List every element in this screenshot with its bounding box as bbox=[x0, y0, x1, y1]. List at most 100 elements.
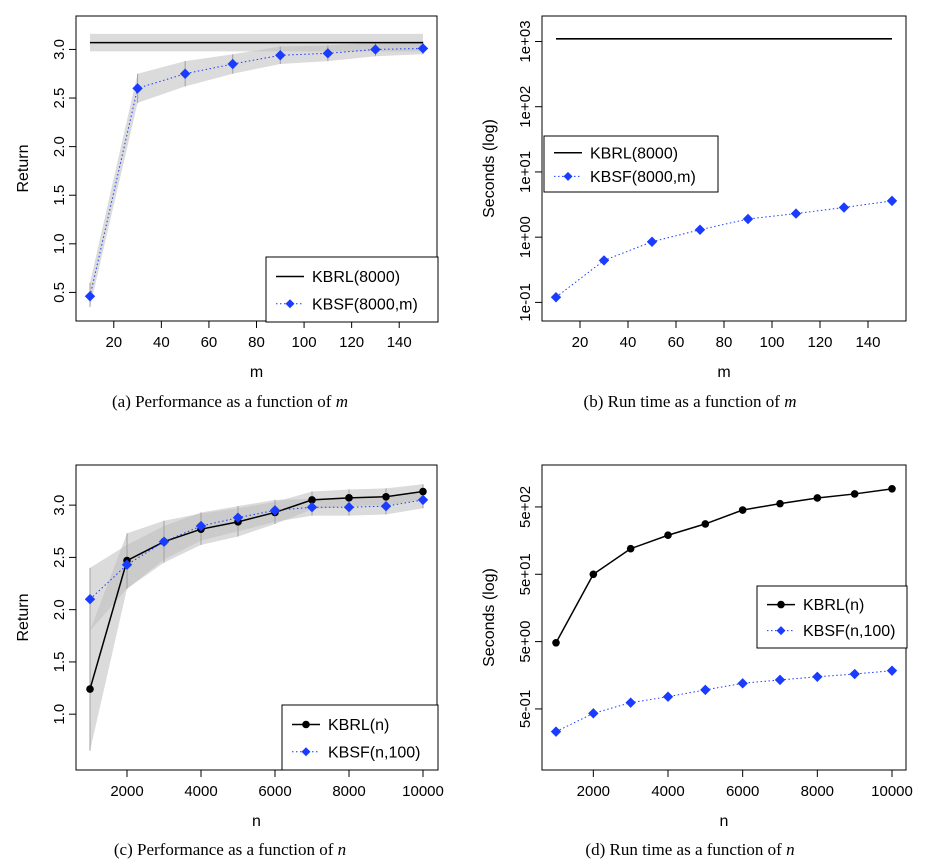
legend-swatch-diamond bbox=[776, 626, 786, 636]
data-point-kbsf bbox=[849, 668, 860, 680]
x-tick-label: 60 bbox=[668, 334, 685, 351]
x-tick-label: 40 bbox=[153, 334, 170, 351]
x-tick-label: 8000 bbox=[332, 783, 365, 800]
caption-a: (a) Performance as a function of m bbox=[111, 392, 348, 411]
chart-a: 20 40 60 80 100 120 140 0.5 1.0 1.5 2.0 2.5 3.0 m Retu… bbox=[15, 15, 439, 381]
x-axis-label: n bbox=[252, 813, 261, 830]
data-point-kbrl bbox=[888, 484, 896, 493]
legend: KBRL(8000) KBSF(8000,m) bbox=[543, 135, 719, 193]
x-tick-label: 40 bbox=[620, 334, 637, 351]
y-tick-label: 1e+03 bbox=[517, 20, 534, 62]
x-tick-label: 10000 bbox=[871, 783, 913, 800]
data-point-kbrl bbox=[308, 496, 316, 504]
legend-swatch-circle bbox=[777, 600, 785, 609]
y-axis-label: Return bbox=[15, 144, 32, 192]
data-point-kbsf bbox=[158, 536, 170, 547]
data-point-kbsf bbox=[700, 684, 711, 696]
legend-entry-label: KBSF(n,100) bbox=[803, 623, 895, 640]
y-tick-label: 2.5 bbox=[51, 547, 68, 568]
y-tick-label: 1.5 bbox=[51, 185, 68, 206]
data-point-kbsf bbox=[306, 502, 318, 513]
legend: KBRL(n) KBSF(n,100) bbox=[756, 585, 908, 649]
legend-entry-label: KBSF(n,100) bbox=[328, 744, 420, 761]
data-point-kbrl bbox=[589, 570, 598, 579]
data-point-kbsf bbox=[886, 195, 898, 207]
data-point-kbsf bbox=[625, 697, 636, 708]
x-axis-label: m bbox=[717, 364, 730, 381]
data-point-kbsf bbox=[790, 208, 802, 219]
legend-box bbox=[281, 704, 439, 771]
x-tick-label: 4000 bbox=[651, 783, 684, 800]
legend-entry-label: KBSF(8000,m) bbox=[590, 169, 696, 186]
legend-box bbox=[543, 135, 719, 193]
data-point-kbsf bbox=[275, 50, 286, 61]
data-point-kbsf bbox=[662, 691, 674, 702]
x-tick-label: 100 bbox=[759, 334, 784, 351]
data-point-kbrl bbox=[664, 531, 672, 540]
data-point-kbrl bbox=[345, 494, 353, 502]
data-point-kbsf bbox=[886, 665, 898, 676]
x-tick-label: 20 bbox=[572, 334, 589, 351]
y-tick-label: 2.0 bbox=[51, 136, 68, 157]
y-tick-label: 1e+00 bbox=[517, 216, 534, 258]
chart-d: 2000 4000 6000 8000 10000 5e-01 5e+00 5e+01 5e+0… bbox=[481, 464, 913, 830]
x-tick-label: 80 bbox=[716, 334, 733, 351]
x-tick-label: 80 bbox=[248, 334, 265, 351]
y-tick-label: 1e+02 bbox=[517, 86, 534, 128]
legend-box bbox=[756, 585, 908, 649]
y-tick-label: 1.0 bbox=[51, 704, 68, 725]
data-point-kbrl bbox=[382, 492, 390, 501]
x-tick-label: 6000 bbox=[726, 783, 759, 800]
chart-c: 2000 4000 6000 8000 10000 1.0 1.5 2.0 2.5 3.0 n Ret… bbox=[15, 464, 444, 830]
y-tick-label: 2.5 bbox=[51, 88, 68, 109]
x-tick-label: 8000 bbox=[801, 783, 834, 800]
data-point-kbsf bbox=[322, 48, 334, 59]
x-tick-label: 6000 bbox=[258, 783, 291, 800]
legend-box bbox=[265, 256, 439, 323]
y-axis-label: Return bbox=[15, 593, 32, 641]
data-point-kbsf bbox=[227, 58, 238, 70]
caption-d: (d) Run time as a function of n bbox=[585, 840, 795, 859]
data-point-kbsf bbox=[646, 236, 658, 247]
x-tick-label: 100 bbox=[292, 334, 317, 351]
y-tick-label: 0.5 bbox=[51, 282, 68, 303]
data-point-kbsf bbox=[774, 674, 786, 686]
data-point-kbsf bbox=[812, 671, 823, 683]
legend-entry-label: KBRL(8000) bbox=[312, 269, 400, 286]
data-point-kbsf bbox=[598, 255, 610, 266]
caption-c: (c) Performance as a function of n bbox=[113, 840, 347, 859]
y-tick-label: 3.0 bbox=[51, 39, 68, 60]
y-axis-label: Seconds (log) bbox=[481, 568, 498, 667]
confidence-band-1 bbox=[90, 492, 423, 631]
y-tick-label: 1e+01 bbox=[517, 151, 534, 193]
x-tick-label: 120 bbox=[807, 334, 832, 351]
data-point-kbrl bbox=[552, 638, 560, 647]
y-tick-label: 5e+01 bbox=[517, 553, 534, 595]
data-point-kbsf bbox=[84, 291, 96, 302]
caption-b: (b) Run time as a function of m bbox=[583, 392, 797, 411]
data-point-kbsf bbox=[269, 505, 281, 516]
x-tick-label: 60 bbox=[201, 334, 218, 351]
series-line-kbsf bbox=[555, 200, 893, 298]
x-axis-label: m bbox=[250, 364, 263, 381]
data-point-kbsf bbox=[417, 43, 429, 54]
y-axis-label: Seconds (log) bbox=[481, 119, 498, 218]
y-tick-label: 1e-01 bbox=[517, 283, 534, 321]
legend-swatch-diamond bbox=[301, 747, 311, 757]
x-tick-label: 2000 bbox=[110, 783, 143, 800]
series-line-kbrl bbox=[89, 490, 424, 690]
series-line-kbsf bbox=[555, 670, 893, 733]
y-tick-label: 5e+02 bbox=[517, 486, 534, 528]
x-tick-label: 2000 bbox=[577, 783, 610, 800]
data-point-kbsf bbox=[588, 708, 599, 719]
legend-entry-label: KBRL(n) bbox=[803, 597, 864, 614]
data-point-kbrl bbox=[86, 685, 94, 693]
data-point-kbsf bbox=[550, 292, 562, 303]
data-point-kbsf bbox=[232, 512, 244, 523]
data-point-kbsf bbox=[121, 559, 133, 570]
data-point-kbsf bbox=[550, 726, 562, 737]
legend-entry-label: KBSF(8000,m) bbox=[312, 296, 418, 313]
y-tick-label: 5e-01 bbox=[517, 690, 534, 728]
data-point-kbsf bbox=[84, 594, 96, 605]
